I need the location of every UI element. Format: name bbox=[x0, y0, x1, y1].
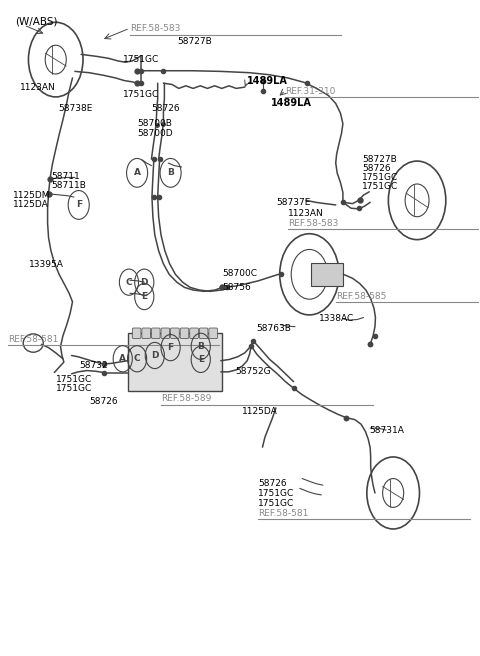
Text: 58726: 58726 bbox=[152, 104, 180, 113]
Text: 1125DM: 1125DM bbox=[12, 191, 50, 199]
Text: 58763B: 58763B bbox=[257, 323, 292, 333]
Text: E: E bbox=[141, 292, 147, 301]
Text: B: B bbox=[197, 342, 204, 351]
FancyBboxPatch shape bbox=[128, 333, 222, 391]
Text: REF.31-310: REF.31-310 bbox=[286, 87, 336, 96]
Text: 1751GC: 1751GC bbox=[258, 489, 294, 498]
Text: REF.58-589: REF.58-589 bbox=[161, 394, 211, 403]
Text: 1751GC: 1751GC bbox=[56, 375, 92, 384]
Text: 58711B: 58711B bbox=[51, 181, 86, 190]
Text: C: C bbox=[134, 354, 141, 363]
Text: A: A bbox=[133, 169, 141, 177]
Text: 58726: 58726 bbox=[258, 480, 287, 488]
Text: 13395A: 13395A bbox=[29, 260, 64, 269]
Text: 58738E: 58738E bbox=[58, 104, 93, 113]
Text: A: A bbox=[119, 354, 126, 363]
FancyBboxPatch shape bbox=[311, 262, 343, 286]
Text: 1751GC: 1751GC bbox=[362, 182, 398, 191]
Text: 1123AN: 1123AN bbox=[288, 209, 324, 218]
Text: 1751GC: 1751GC bbox=[362, 173, 398, 182]
Text: REF.58-581: REF.58-581 bbox=[8, 335, 58, 344]
Text: 58727B: 58727B bbox=[362, 155, 397, 163]
FancyBboxPatch shape bbox=[152, 328, 160, 338]
Text: REF.58-585: REF.58-585 bbox=[336, 292, 386, 301]
Text: 1751GC: 1751GC bbox=[258, 499, 294, 508]
Text: D: D bbox=[141, 277, 148, 287]
Text: 58726: 58726 bbox=[89, 398, 118, 407]
Text: 58727B: 58727B bbox=[178, 37, 213, 46]
FancyBboxPatch shape bbox=[180, 328, 189, 338]
Text: 58731A: 58731A bbox=[369, 426, 404, 436]
Text: 58752G: 58752G bbox=[235, 367, 271, 377]
Text: REF.58-583: REF.58-583 bbox=[130, 24, 180, 33]
Text: 1751GC: 1751GC bbox=[123, 91, 159, 100]
Text: F: F bbox=[168, 343, 174, 352]
Text: 58737E: 58737E bbox=[276, 198, 310, 207]
Text: 1751GC: 1751GC bbox=[56, 384, 92, 394]
FancyBboxPatch shape bbox=[142, 328, 151, 338]
Text: 58700D: 58700D bbox=[137, 129, 173, 138]
Text: REF.58-581: REF.58-581 bbox=[258, 509, 309, 518]
Text: B: B bbox=[167, 169, 174, 177]
Text: 58726: 58726 bbox=[362, 164, 391, 173]
FancyBboxPatch shape bbox=[161, 328, 169, 338]
Text: 58756: 58756 bbox=[222, 283, 251, 292]
FancyBboxPatch shape bbox=[190, 328, 198, 338]
Text: 1125DA: 1125DA bbox=[12, 200, 48, 209]
Text: F: F bbox=[76, 201, 82, 209]
Text: 1125DA: 1125DA bbox=[242, 407, 278, 416]
Text: 58711: 58711 bbox=[51, 172, 80, 180]
Text: 58700B: 58700B bbox=[137, 119, 172, 129]
Text: REF.58-583: REF.58-583 bbox=[288, 218, 338, 228]
Text: 1338AC: 1338AC bbox=[319, 314, 354, 323]
Text: D: D bbox=[151, 351, 158, 360]
Text: E: E bbox=[198, 355, 204, 364]
Text: 58700C: 58700C bbox=[222, 269, 257, 278]
FancyBboxPatch shape bbox=[199, 328, 208, 338]
FancyBboxPatch shape bbox=[170, 328, 179, 338]
Text: 1123AN: 1123AN bbox=[20, 83, 56, 92]
Text: 1489LA: 1489LA bbox=[271, 98, 312, 108]
FancyBboxPatch shape bbox=[209, 328, 217, 338]
Text: 1751GC: 1751GC bbox=[123, 55, 159, 64]
Text: C: C bbox=[126, 277, 132, 287]
FancyBboxPatch shape bbox=[132, 328, 141, 338]
Text: 1489LA: 1489LA bbox=[247, 76, 288, 86]
Text: (W/ABS): (W/ABS) bbox=[15, 16, 58, 27]
Text: 58732: 58732 bbox=[80, 361, 108, 370]
